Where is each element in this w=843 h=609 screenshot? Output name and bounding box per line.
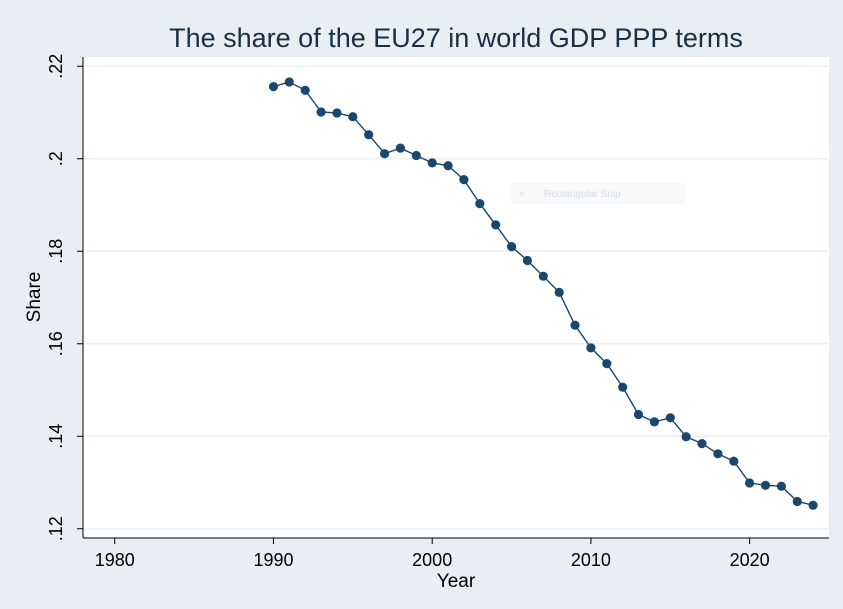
snip-overlay: × Rectangular Snip [511,183,685,204]
x-tick-label: 2010 [571,550,611,570]
snip-overlay-label: Rectangular Snip [544,189,621,200]
data-point [475,199,485,209]
data-point [697,439,707,449]
data-point [411,150,421,161]
series [268,77,818,510]
data-point [538,271,548,281]
data-point [443,161,453,171]
data-point [602,359,612,369]
y-ticks: .12 .14 .16 .18 .2 .22 [46,54,83,541]
x-axis-label: Year [437,571,476,592]
x-tick-label: 2000 [412,550,452,570]
data-point [713,449,723,459]
y-tick-label: .18 [46,239,66,264]
data-point [665,413,675,423]
data-point [776,481,787,491]
data-point [300,85,310,95]
data-point [491,220,501,230]
y-tick-label: .22 [46,54,66,79]
axes [82,57,829,539]
x-tick-label: 2020 [730,550,770,570]
data-point [570,320,580,330]
data-point [586,343,596,353]
data-point [729,456,739,466]
x-tick-label: 1980 [95,550,135,570]
y-tick-label: .12 [46,516,66,541]
data-point [395,143,405,153]
x-ticks: 1980 1990 2000 2010 2020 [95,538,770,570]
data-point [681,432,691,442]
data-point [808,500,818,510]
chart-title: The share of the EU27 in world GDP PPP t… [169,23,743,53]
data-point [760,480,771,490]
data-point [348,112,358,122]
data-point [507,242,517,252]
data-point [332,108,342,118]
data-point [284,77,294,87]
data-point [459,175,469,185]
y-tick-label: .2 [46,151,66,166]
data-point [380,149,390,159]
data-point [633,409,644,420]
data-point [745,478,755,488]
snip-overlay-box [511,183,685,204]
data-point [554,287,564,297]
data-point [649,417,660,427]
close-icon: × [519,189,525,200]
data-point [522,255,533,266]
y-axis-label: Share [24,272,45,323]
data-point [427,158,437,168]
data-point [316,107,326,117]
data-point [364,130,374,140]
data-point [618,382,628,392]
y-tick-label: .14 [46,424,66,449]
plot-area [83,57,829,538]
gridlines [83,65,829,530]
y-tick-label: .16 [46,331,66,356]
data-point [792,496,802,507]
x-tick-label: 1990 [253,550,293,570]
data-point [268,82,279,92]
